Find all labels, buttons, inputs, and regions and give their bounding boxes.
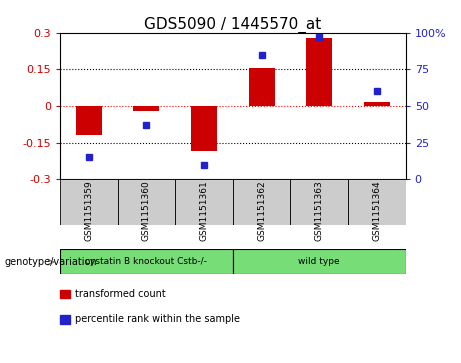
- Text: GSM1151359: GSM1151359: [84, 181, 93, 241]
- Text: cystatin B knockout Cstb-/-: cystatin B knockout Cstb-/-: [85, 257, 207, 266]
- Text: wild type: wild type: [298, 257, 340, 266]
- Title: GDS5090 / 1445570_at: GDS5090 / 1445570_at: [144, 16, 321, 33]
- Text: GSM1151362: GSM1151362: [257, 181, 266, 241]
- Bar: [348, 179, 406, 225]
- Bar: [175, 179, 233, 225]
- Bar: [60, 179, 118, 225]
- Bar: [306, 37, 332, 106]
- Bar: [60, 249, 233, 274]
- Bar: [290, 179, 348, 225]
- Bar: [364, 102, 390, 106]
- Bar: [76, 106, 102, 135]
- Bar: [191, 106, 217, 151]
- Bar: [118, 179, 175, 225]
- Text: GSM1151364: GSM1151364: [372, 181, 381, 241]
- Bar: [248, 68, 275, 106]
- Text: GSM1151360: GSM1151360: [142, 181, 151, 241]
- Text: percentile rank within the sample: percentile rank within the sample: [75, 314, 240, 325]
- Bar: [133, 106, 160, 111]
- Text: GSM1151361: GSM1151361: [200, 181, 208, 241]
- Bar: [233, 249, 406, 274]
- Text: GSM1151363: GSM1151363: [315, 181, 324, 241]
- Text: transformed count: transformed count: [75, 289, 165, 299]
- Bar: [233, 179, 290, 225]
- Text: genotype/variation: genotype/variation: [5, 257, 97, 267]
